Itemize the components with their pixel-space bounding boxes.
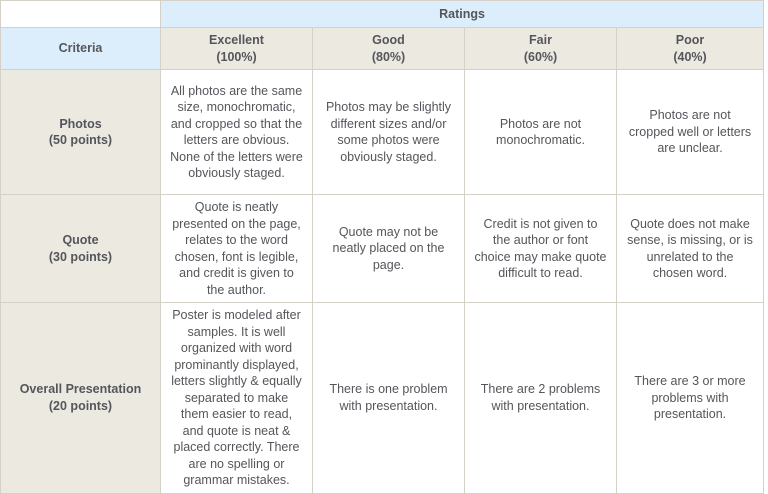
level-header-excellent: Excellent (100%) bbox=[160, 27, 313, 70]
cell-overall-poor: There are 3 or more problems with presen… bbox=[615, 302, 765, 494]
level-weight: (100%) bbox=[216, 49, 257, 64]
level-label: Fair bbox=[529, 33, 552, 47]
cell-overall-excellent: Poster is modeled after samples. It is w… bbox=[160, 302, 313, 494]
table-row-quote: Quote (30 points) Quote is neatly presen… bbox=[0, 194, 765, 303]
cell-quote-poor: Quote does not make sense, is missing, o… bbox=[615, 194, 765, 303]
criteria-header: Criteria bbox=[0, 27, 161, 70]
level-weight: (40%) bbox=[673, 49, 707, 64]
cell-photos-fair: Photos are not monochromatic. bbox=[464, 69, 617, 195]
level-header-row: Criteria Excellent (100%) Good (80%) Fai… bbox=[0, 27, 765, 70]
cell-quote-good: Quote may not be neatly placed on the pa… bbox=[312, 194, 465, 303]
ratings-header: Ratings bbox=[159, 0, 765, 28]
criterion-points: (20 points) bbox=[48, 398, 113, 413]
ratings-header-row: Ratings bbox=[0, 0, 765, 28]
cell-photos-good: Photos may be slightly different sizes a… bbox=[312, 69, 465, 195]
criterion-name: Photos bbox=[59, 116, 102, 131]
level-label: Poor bbox=[675, 33, 705, 47]
level-header-good: Good (80%) bbox=[312, 27, 465, 70]
cell-photos-excellent: All photos are the same size, monochroma… bbox=[160, 69, 313, 195]
criterion-points: (50 points) bbox=[48, 133, 113, 147]
level-weight: (60%) bbox=[523, 49, 558, 64]
cell-photos-poor: Photos are not cropped well or letters a… bbox=[615, 69, 765, 195]
cell-quote-excellent: Quote is neatly presented on the page, r… bbox=[160, 194, 313, 303]
criterion-cell-photos: Photos (50 points) bbox=[0, 69, 161, 195]
level-weight: (80%) bbox=[371, 49, 406, 64]
criterion-name: Quote bbox=[62, 233, 99, 247]
level-header-fair: Fair (60%) bbox=[464, 27, 617, 70]
empty-corner-cell bbox=[0, 0, 161, 28]
level-label: Good bbox=[372, 33, 405, 47]
cell-quote-fair: Credit is not given to the author or fon… bbox=[464, 194, 617, 303]
criterion-cell-overall-presentation: Overall Presentation (20 points) bbox=[0, 302, 161, 494]
cell-overall-good: There is one problem with presentation. bbox=[312, 302, 465, 494]
criterion-points: (30 points) bbox=[48, 249, 113, 264]
criterion-cell-quote: Quote (30 points) bbox=[0, 194, 161, 303]
criterion-name: Overall Presentation bbox=[19, 382, 142, 397]
table-row-photos: Photos (50 points) All photos are the sa… bbox=[0, 69, 765, 195]
cell-overall-fair: There are 2 problems with presentation. bbox=[464, 302, 617, 494]
table-row-overall-presentation: Overall Presentation (20 points) Poster … bbox=[0, 302, 765, 494]
level-header-poor: Poor (40%) bbox=[615, 27, 765, 70]
level-label: Excellent bbox=[209, 33, 264, 47]
